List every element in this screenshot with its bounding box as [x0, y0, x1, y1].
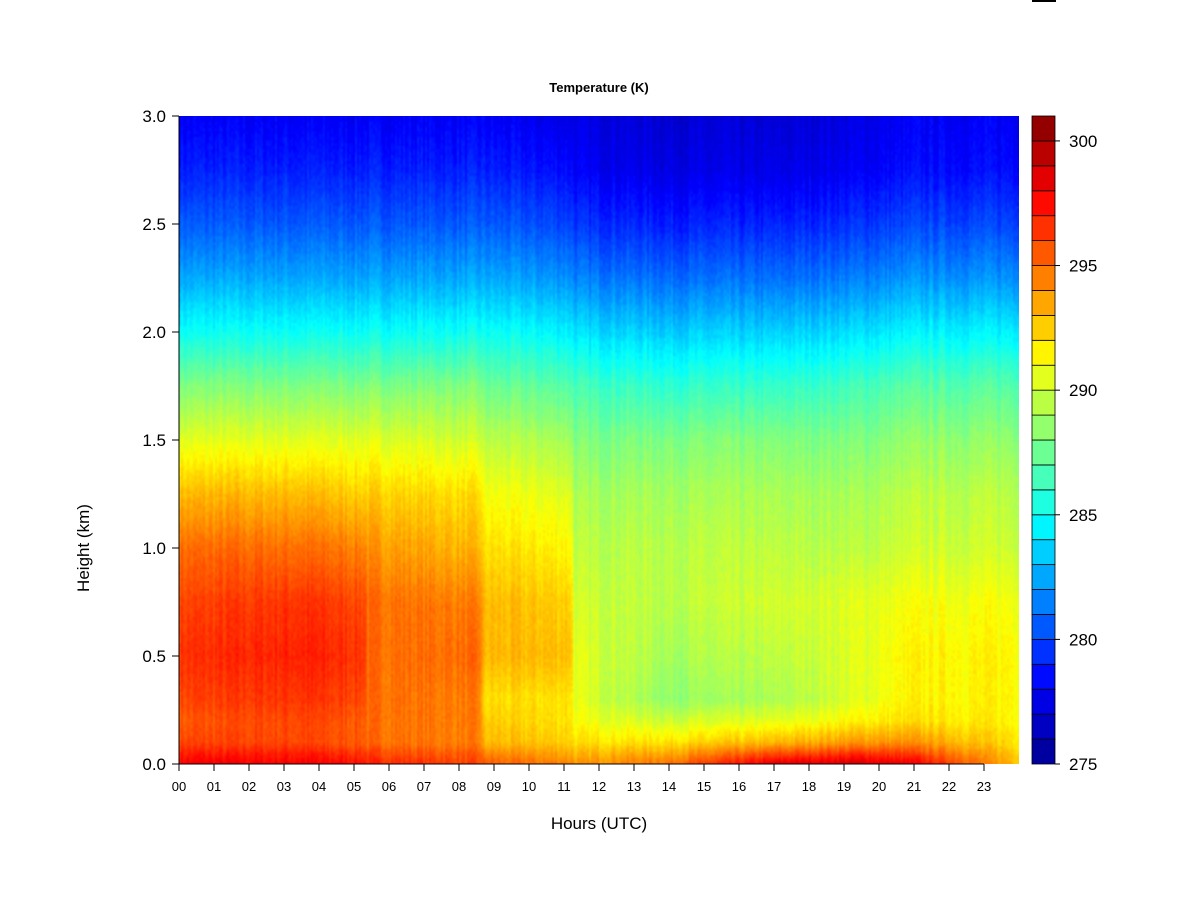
y-axis-label: Height (km) [74, 504, 93, 592]
colorbar-segment [1031, 713, 1056, 740]
colorbar-segment [1031, 464, 1056, 491]
colorbar-segment [1031, 514, 1056, 541]
x-tick-label: 04 [312, 779, 326, 794]
colorbar-segment [1031, 614, 1056, 640]
y-tick-label: 3.0 [142, 107, 166, 126]
x-tick-label: 09 [487, 779, 501, 794]
x-tick-label: 13 [627, 779, 641, 794]
colorbar-segment [1031, 364, 1056, 391]
colorbar-tick-label: 275 [1069, 755, 1097, 774]
y-tick-label: 2.5 [142, 215, 166, 234]
colorbar-segment [1031, 339, 1056, 366]
colorbar-segment [1031, 663, 1056, 690]
colorbar-segment [1031, 638, 1056, 665]
x-tick-label: 14 [662, 779, 676, 794]
colorbar-tick-label: 280 [1069, 630, 1097, 649]
colorbar-segment [1031, 190, 1056, 217]
colorbar-segment [1031, 314, 1056, 341]
x-tick-label: 01 [207, 779, 221, 794]
x-tick-label: 22 [942, 779, 956, 794]
x-tick-label: 12 [592, 779, 606, 794]
heatmap-field [179, 116, 1019, 764]
y-tick-label: 2.0 [142, 323, 166, 342]
x-tick-label: 20 [872, 779, 886, 794]
colorbar-tick-label: 290 [1069, 381, 1097, 400]
x-tick-label: 18 [802, 779, 816, 794]
x-tick-label: 21 [907, 779, 921, 794]
x-tick-label: 17 [767, 779, 781, 794]
colorbar-segment [1031, 115, 1056, 142]
colorbar-segment [1031, 489, 1056, 516]
colorbar-segment [1031, 688, 1056, 715]
colorbar-segment [1031, 265, 1056, 291]
colorbar-segment [1031, 738, 1056, 765]
x-tick-label: 23 [977, 779, 991, 794]
colorbar-segment [1031, 539, 1056, 566]
x-tick-label: 05 [347, 779, 361, 794]
colorbar-segment [1031, 165, 1056, 192]
x-tick-label: 16 [732, 779, 746, 794]
colorbar: 275 280 285 290 295 300 [1031, 115, 1097, 774]
colorbar-segment [1031, 215, 1056, 242]
colorbar-segment [1031, 589, 1056, 615]
y-tick-label: 1.5 [142, 431, 166, 450]
x-axis: 00 01 02 03 04 05 06 07 08 09 10 11 12 13 14 15 16 17 18 19… [172, 763, 991, 794]
x-tick-label: 19 [837, 779, 851, 794]
colorbar-segment [1031, 389, 1056, 416]
y-tick-label: 0.0 [142, 755, 166, 774]
colorbar-tick-label: 295 [1069, 257, 1097, 276]
x-tick-label: 10 [522, 779, 536, 794]
y-tick-label: 1.0 [142, 539, 166, 558]
x-axis-label: Hours (UTC) [551, 814, 647, 833]
x-tick-label: 11 [557, 779, 571, 794]
x-tick-label: 07 [417, 779, 431, 794]
colorbar-segment [1031, 240, 1056, 266]
colorbar-segment [1031, 140, 1056, 167]
colorbar-segment [1031, 439, 1056, 466]
chart-title: Temperature (K) [549, 80, 648, 95]
x-tick-label: 00 [172, 779, 186, 794]
x-tick-label: 02 [242, 779, 256, 794]
colorbar-segment [1031, 564, 1056, 590]
colorbar-segment [1031, 414, 1056, 441]
y-tick-label: 0.5 [142, 647, 166, 666]
x-tick-label: 08 [452, 779, 466, 794]
colorbar-segment [1031, 290, 1056, 316]
x-tick-label: 06 [382, 779, 396, 794]
y-axis: 0.0 0.5 1.0 1.5 2.0 2.5 3.0 [142, 107, 180, 774]
colorbar-tick-label: 300 [1069, 132, 1097, 151]
colorbar-tick-label: 285 [1069, 506, 1097, 525]
x-tick-label: 15 [697, 779, 711, 794]
top-marker [1032, 0, 1056, 2]
x-tick-label: 03 [277, 779, 291, 794]
